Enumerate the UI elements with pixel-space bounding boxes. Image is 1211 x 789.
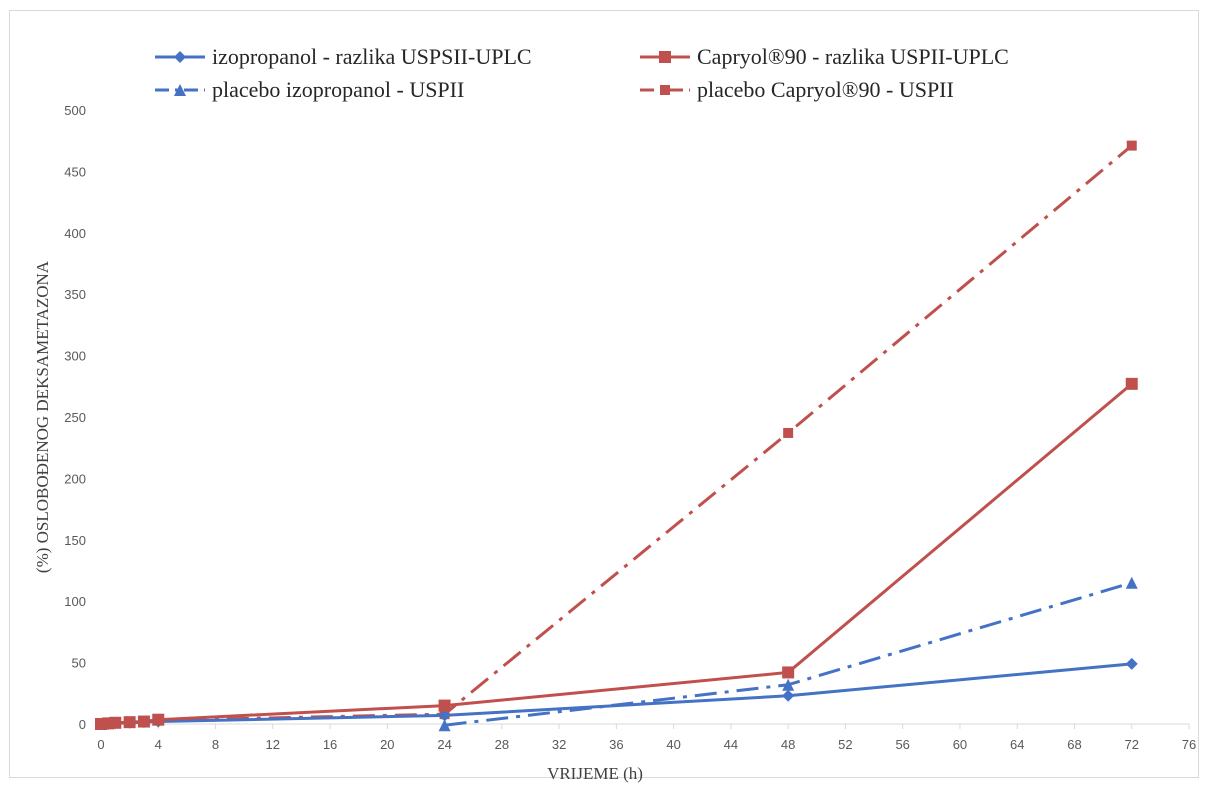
x-tick-label: 60 [953, 737, 967, 752]
x-tick-label: 64 [1010, 737, 1024, 752]
legend-label: placebo izopropanol - USPII [212, 77, 464, 102]
legend-item: placebo izopropanol - USPII [155, 77, 464, 102]
x-tick-label: 0 [97, 737, 104, 752]
x-tick-label: 28 [495, 737, 509, 752]
x-tick-label: 44 [724, 737, 738, 752]
x-tick-label: 32 [552, 737, 566, 752]
data-point-marker [659, 51, 671, 63]
y-tick-label: 100 [64, 594, 86, 609]
x-tick-label: 4 [155, 737, 162, 752]
x-tick-label: 56 [895, 737, 909, 752]
data-point-marker [1125, 377, 1138, 390]
x-tick-label: 40 [666, 737, 680, 752]
chart-frame [9, 10, 1199, 778]
legend-label: izopropanol - razlika USPSII-UPLC [212, 44, 532, 69]
x-axis-ticks: 0 4 8 12 16 20 24 28 32 36 40 44 48 52 56 60 64 68 72 76 [97, 724, 1196, 752]
data-point-marker [782, 666, 795, 679]
y-tick-label: 450 [64, 164, 86, 179]
series-1 [95, 657, 1138, 730]
y-tick-label: 0 [79, 717, 86, 732]
data-point-marker [152, 713, 165, 726]
series-line [444, 581, 1133, 727]
data-point-marker [660, 85, 670, 95]
data-point-marker [137, 715, 150, 728]
data-point-marker [438, 719, 451, 732]
series-line [100, 144, 1133, 726]
x-tick-label: 36 [609, 737, 623, 752]
y-tick-label: 300 [64, 349, 86, 364]
x-tick-label: 68 [1067, 737, 1081, 752]
y-tick-label: 50 [72, 656, 86, 671]
y-tick-label: 400 [64, 226, 86, 241]
legend: izopropanol - razlika USPSII-UPLC Capryol… [155, 44, 1009, 102]
legend-item: izopropanol - razlika USPSII-UPLC [155, 44, 532, 69]
y-tick-label: 200 [64, 471, 86, 486]
y-tick-label: 500 [64, 103, 86, 118]
legend-item: Capryol®90 - razlika USPII-UPLC [640, 44, 1009, 69]
series-3 [438, 576, 1138, 732]
x-tick-label: 12 [266, 737, 280, 752]
series-line [100, 382, 1133, 726]
x-tick-label: 72 [1125, 737, 1139, 752]
x-tick-label: 16 [323, 737, 337, 752]
data-point-marker [782, 689, 795, 702]
series-2 [95, 377, 1138, 730]
y-tick-label: 350 [64, 287, 86, 302]
legend-label: Capryol®90 - razlika USPII-UPLC [697, 44, 1009, 69]
data-point-marker [123, 716, 136, 729]
data-point-marker [438, 699, 451, 712]
data-point-marker [174, 84, 186, 96]
data-point-marker [1126, 140, 1137, 151]
data-point-marker [174, 51, 186, 63]
x-tick-label: 24 [437, 737, 451, 752]
data-point-marker [782, 678, 795, 691]
data-point-marker [1125, 576, 1138, 589]
x-tick-label: 52 [838, 737, 852, 752]
x-tick-label: 8 [212, 737, 219, 752]
x-tick-label: 76 [1182, 737, 1196, 752]
data-point-marker [109, 716, 122, 729]
x-axis-title: VRIJEME (h) [547, 764, 643, 783]
y-axis-title: (%) OSLOBOĐENOG DEKSAMETAZONA [33, 260, 52, 573]
series-4 [96, 140, 1137, 729]
series-layer [95, 140, 1138, 732]
x-tick-label: 48 [781, 737, 795, 752]
data-point-marker [1125, 657, 1138, 670]
data-point-marker [438, 709, 451, 722]
y-tick-label: 250 [64, 410, 86, 425]
data-point-marker [783, 427, 794, 438]
x-tick-label: 20 [380, 737, 394, 752]
legend-label: placebo Capryol®90 - USPII [697, 77, 954, 102]
legend-item: placebo Capryol®90 - USPII [640, 77, 954, 102]
y-tick-label: 150 [64, 533, 86, 548]
y-axis-ticks: 0 50 100 150 200 250 300 350 400 450 500 [64, 103, 86, 732]
